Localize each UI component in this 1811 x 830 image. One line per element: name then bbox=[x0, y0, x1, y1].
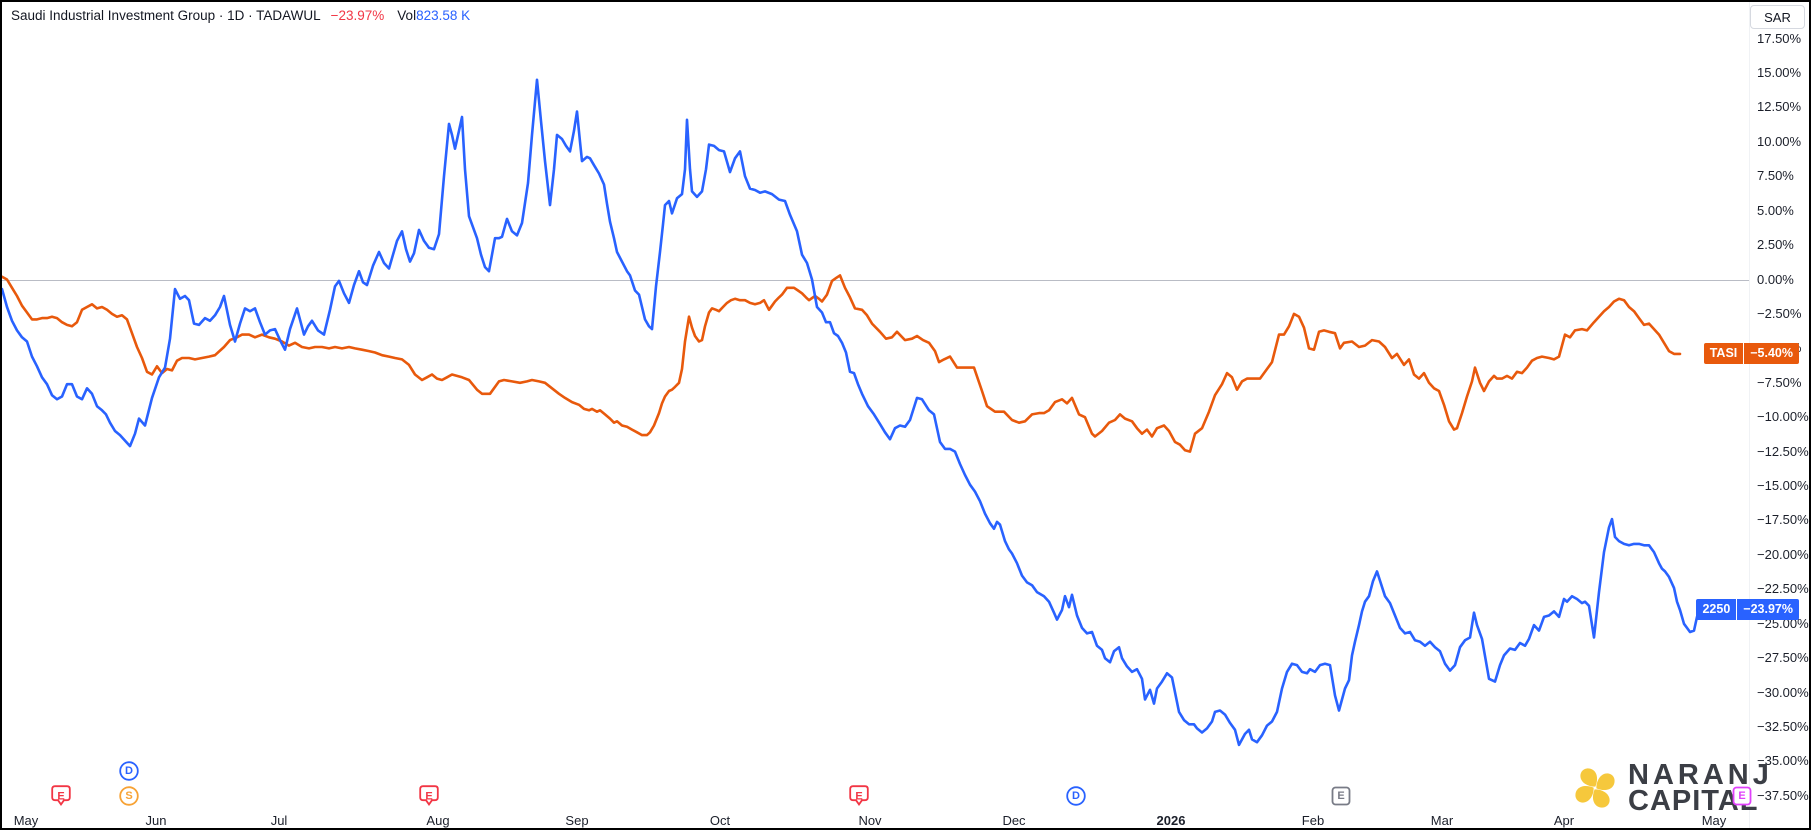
price-axis-label: −12.50% bbox=[1757, 443, 1809, 459]
price-axis-label: −20.00% bbox=[1757, 546, 1809, 562]
price-axis-label: 2.50% bbox=[1757, 237, 1794, 253]
time-axis-label: Sep bbox=[565, 813, 589, 828]
price-axis-label: 15.00% bbox=[1757, 64, 1802, 80]
price-axis-label: −15.00% bbox=[1757, 478, 1809, 494]
dividend-marker-icon[interactable]: D bbox=[118, 760, 140, 784]
price-axis-label: −35.00% bbox=[1757, 753, 1809, 769]
volume-value: 823.58 K bbox=[416, 8, 471, 23]
estimated-earnings-marker-icon[interactable]: E bbox=[1731, 785, 1753, 809]
volume-label: Vol bbox=[397, 8, 417, 23]
time-axis-label: Aug bbox=[426, 813, 450, 828]
time-axis-label: Mar bbox=[1430, 813, 1454, 828]
svg-text:E: E bbox=[425, 791, 432, 803]
time-axis-label: Feb bbox=[1301, 813, 1325, 828]
svg-text:D: D bbox=[1072, 790, 1080, 802]
dividend-marker-icon[interactable]: D bbox=[1065, 785, 1087, 809]
price-axis-label: 5.00% bbox=[1757, 202, 1794, 218]
price-axis-label: 17.50% bbox=[1757, 30, 1802, 46]
time-axis-label: Oct bbox=[709, 813, 731, 828]
svg-text:E: E bbox=[57, 791, 64, 803]
series-line-saudi-industrial-investment-group-2250-[interactable] bbox=[2, 78, 1704, 747]
time-axis-label: May bbox=[13, 813, 39, 828]
zero-gridline bbox=[2, 280, 1754, 281]
logo-flower-icon bbox=[1575, 768, 1615, 808]
badge-value: −5.40% bbox=[1744, 343, 1799, 365]
price-axis-label: −37.50% bbox=[1757, 787, 1809, 803]
change-percent: −23.97% bbox=[330, 8, 385, 23]
time-axis-label: Jun bbox=[145, 813, 167, 828]
badge-value: −23.97% bbox=[1737, 599, 1799, 621]
currency-unit-button[interactable]: SAR bbox=[1750, 5, 1805, 29]
price-axis-label: 0.00% bbox=[1757, 271, 1794, 287]
main-last-price-badge: 2250 −23.97% bbox=[1696, 599, 1799, 621]
price-axis-label: 10.00% bbox=[1757, 133, 1802, 149]
price-axis-label: −27.50% bbox=[1757, 650, 1809, 666]
price-axis-label: −2.50% bbox=[1757, 305, 1802, 321]
svg-text:E: E bbox=[1337, 790, 1344, 802]
svg-text:E: E bbox=[855, 791, 862, 803]
series-line-tasi[interactable] bbox=[2, 274, 1682, 453]
badge-symbol-label: TASI bbox=[1703, 343, 1744, 365]
badge-symbol-label: 2250 bbox=[1696, 599, 1737, 621]
svg-text:D: D bbox=[125, 765, 133, 777]
svg-text:E: E bbox=[1738, 790, 1745, 802]
price-axis-label: −22.50% bbox=[1757, 581, 1809, 597]
price-axis-label: 7.50% bbox=[1757, 168, 1794, 184]
price-axis-label: −10.00% bbox=[1757, 409, 1809, 425]
price-scale[interactable]: 17.50% 15.00% 12.50% 10.00% 7.50% 5.00% 2.50% 0… bbox=[1749, 2, 1809, 828]
time-axis-label: Jul bbox=[270, 813, 288, 828]
symbol-title[interactable]: Saudi Industrial Investment Group · 1D ·… bbox=[11, 8, 321, 23]
tasi-last-price-badge: TASI −5.40% bbox=[1703, 343, 1799, 365]
earnings-marker-icon[interactable]: E bbox=[848, 785, 870, 809]
logo-line1: NARANJ bbox=[1628, 759, 1773, 791]
price-axis-label: −17.50% bbox=[1757, 512, 1809, 528]
svg-text:S: S bbox=[125, 790, 132, 802]
time-axis-label: 2026 bbox=[1156, 813, 1186, 828]
earnings-marker-icon[interactable]: E bbox=[50, 785, 72, 809]
time-axis-label: Apr bbox=[1553, 813, 1575, 828]
price-axis-label: −32.50% bbox=[1757, 719, 1809, 735]
time-axis-label: May bbox=[1701, 813, 1727, 828]
price-axis-label: −7.50% bbox=[1757, 374, 1802, 390]
time-axis-label: Nov bbox=[858, 813, 882, 828]
price-axis-label: −30.00% bbox=[1757, 684, 1809, 700]
price-axis-label: 12.50% bbox=[1757, 99, 1802, 115]
time-axis-label: Dec bbox=[1002, 813, 1026, 828]
symbol-legend[interactable]: Saudi Industrial Investment Group · 1D ·… bbox=[11, 8, 470, 23]
split-marker-icon[interactable]: S bbox=[118, 785, 140, 809]
earnings-marker-icon[interactable]: E bbox=[418, 785, 440, 809]
estimated-earnings-marker-icon[interactable]: E bbox=[1330, 785, 1352, 809]
